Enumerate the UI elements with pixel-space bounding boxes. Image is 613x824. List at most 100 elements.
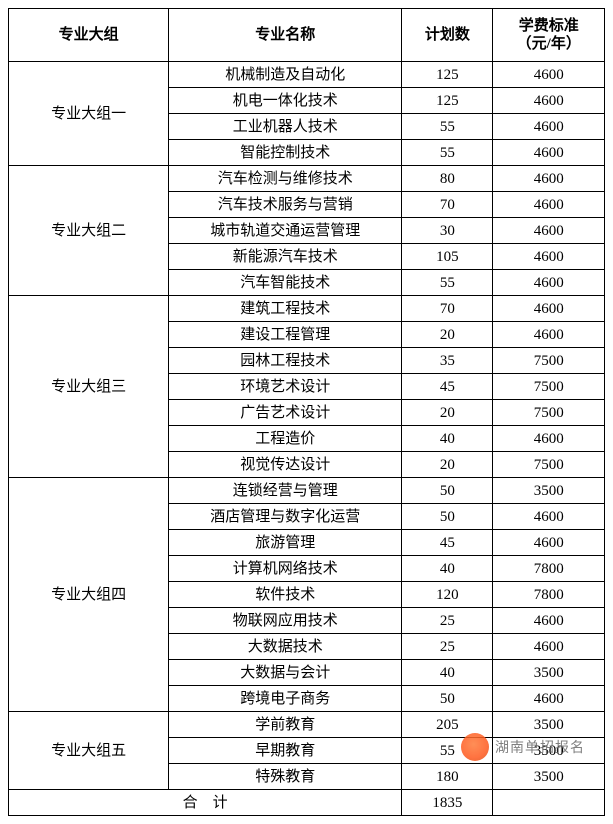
plan-cell: 70 bbox=[402, 296, 493, 322]
group-cell: 专业大组三 bbox=[9, 296, 169, 478]
major-cell: 工程造价 bbox=[169, 426, 402, 452]
plan-cell: 55 bbox=[402, 270, 493, 296]
plan-cell: 50 bbox=[402, 504, 493, 530]
col-header-plan: 计划数 bbox=[402, 9, 493, 62]
plan-cell: 50 bbox=[402, 478, 493, 504]
fee-cell: 4600 bbox=[493, 504, 605, 530]
fee-cell: 7500 bbox=[493, 452, 605, 478]
plan-cell: 25 bbox=[402, 608, 493, 634]
fee-cell: 4600 bbox=[493, 166, 605, 192]
plan-cell: 50 bbox=[402, 686, 493, 712]
fee-cell: 7500 bbox=[493, 374, 605, 400]
major-cell: 大数据技术 bbox=[169, 634, 402, 660]
plan-cell: 40 bbox=[402, 426, 493, 452]
major-cell: 建设工程管理 bbox=[169, 322, 402, 348]
major-cell: 新能源汽车技术 bbox=[169, 244, 402, 270]
major-cell: 环境艺术设计 bbox=[169, 374, 402, 400]
plan-cell: 105 bbox=[402, 244, 493, 270]
col-header-fee: 学费标准 （元/年） bbox=[493, 9, 605, 62]
major-cell: 机电一体化技术 bbox=[169, 88, 402, 114]
table-body: 专业大组一机械制造及自动化1254600机电一体化技术1254600工业机器人技… bbox=[9, 62, 605, 816]
table-row: 专业大组三建筑工程技术704600 bbox=[9, 296, 605, 322]
group-cell: 专业大组一 bbox=[9, 62, 169, 166]
fee-cell: 4600 bbox=[493, 686, 605, 712]
major-cell: 汽车智能技术 bbox=[169, 270, 402, 296]
major-cell: 早期教育 bbox=[169, 738, 402, 764]
major-cell: 视觉传达设计 bbox=[169, 452, 402, 478]
major-cell: 计算机网络技术 bbox=[169, 556, 402, 582]
total-plan-cell: 1835 bbox=[402, 790, 493, 816]
major-cell: 广告艺术设计 bbox=[169, 400, 402, 426]
table-row: 专业大组二汽车检测与维修技术804600 bbox=[9, 166, 605, 192]
fee-cell: 4600 bbox=[493, 218, 605, 244]
plan-cell: 45 bbox=[402, 374, 493, 400]
plan-cell: 125 bbox=[402, 88, 493, 114]
plan-cell: 125 bbox=[402, 62, 493, 88]
major-cell: 智能控制技术 bbox=[169, 140, 402, 166]
table-header: 专业大组 专业名称 计划数 学费标准 （元/年） bbox=[9, 9, 605, 62]
plan-cell: 70 bbox=[402, 192, 493, 218]
fee-cell: 7500 bbox=[493, 400, 605, 426]
plan-cell: 55 bbox=[402, 140, 493, 166]
plan-cell: 55 bbox=[402, 738, 493, 764]
table-row: 专业大组五学前教育2053500 bbox=[9, 712, 605, 738]
fee-cell: 4600 bbox=[493, 270, 605, 296]
group-cell: 专业大组二 bbox=[9, 166, 169, 296]
enrollment-table: 专业大组 专业名称 计划数 学费标准 （元/年） 专业大组一机械制造及自动化12… bbox=[8, 8, 605, 816]
fee-cell: 4600 bbox=[493, 296, 605, 322]
fee-cell: 4600 bbox=[493, 192, 605, 218]
major-cell: 园林工程技术 bbox=[169, 348, 402, 374]
major-cell: 特殊教育 bbox=[169, 764, 402, 790]
fee-cell: 4600 bbox=[493, 62, 605, 88]
fee-cell: 7500 bbox=[493, 348, 605, 374]
fee-cell: 4600 bbox=[493, 322, 605, 348]
col-header-fee-l1: 学费标准 bbox=[519, 18, 579, 34]
fee-cell: 4600 bbox=[493, 140, 605, 166]
plan-cell: 40 bbox=[402, 556, 493, 582]
fee-cell: 4600 bbox=[493, 634, 605, 660]
major-cell: 跨境电子商务 bbox=[169, 686, 402, 712]
total-row: 合 计1835 bbox=[9, 790, 605, 816]
major-cell: 建筑工程技术 bbox=[169, 296, 402, 322]
plan-cell: 30 bbox=[402, 218, 493, 244]
major-cell: 城市轨道交通运营管理 bbox=[169, 218, 402, 244]
total-fee-cell bbox=[493, 790, 605, 816]
plan-cell: 120 bbox=[402, 582, 493, 608]
major-cell: 酒店管理与数字化运营 bbox=[169, 504, 402, 530]
col-header-fee-l2: （元/年） bbox=[517, 36, 581, 52]
plan-cell: 20 bbox=[402, 400, 493, 426]
major-cell: 汽车检测与维修技术 bbox=[169, 166, 402, 192]
fee-cell: 4600 bbox=[493, 426, 605, 452]
major-cell: 机械制造及自动化 bbox=[169, 62, 402, 88]
plan-cell: 40 bbox=[402, 660, 493, 686]
fee-cell: 4600 bbox=[493, 88, 605, 114]
plan-cell: 35 bbox=[402, 348, 493, 374]
plan-cell: 205 bbox=[402, 712, 493, 738]
fee-cell: 3500 bbox=[493, 764, 605, 790]
major-cell: 工业机器人技术 bbox=[169, 114, 402, 140]
major-cell: 连锁经营与管理 bbox=[169, 478, 402, 504]
plan-cell: 45 bbox=[402, 530, 493, 556]
fee-cell: 4600 bbox=[493, 244, 605, 270]
plan-cell: 180 bbox=[402, 764, 493, 790]
plan-cell: 55 bbox=[402, 114, 493, 140]
table-row: 专业大组四连锁经营与管理503500 bbox=[9, 478, 605, 504]
plan-cell: 80 bbox=[402, 166, 493, 192]
plan-cell: 20 bbox=[402, 452, 493, 478]
major-cell: 汽车技术服务与营销 bbox=[169, 192, 402, 218]
group-cell: 专业大组五 bbox=[9, 712, 169, 790]
fee-cell: 3500 bbox=[493, 660, 605, 686]
fee-cell: 3500 bbox=[493, 478, 605, 504]
major-cell: 大数据与会计 bbox=[169, 660, 402, 686]
fee-cell: 7800 bbox=[493, 582, 605, 608]
major-cell: 学前教育 bbox=[169, 712, 402, 738]
table-row: 专业大组一机械制造及自动化1254600 bbox=[9, 62, 605, 88]
group-cell: 专业大组四 bbox=[9, 478, 169, 712]
col-header-group: 专业大组 bbox=[9, 9, 169, 62]
fee-cell: 4600 bbox=[493, 608, 605, 634]
major-cell: 软件技术 bbox=[169, 582, 402, 608]
major-cell: 旅游管理 bbox=[169, 530, 402, 556]
plan-cell: 20 bbox=[402, 322, 493, 348]
col-header-major: 专业名称 bbox=[169, 9, 402, 62]
total-label-cell: 合 计 bbox=[9, 790, 402, 816]
